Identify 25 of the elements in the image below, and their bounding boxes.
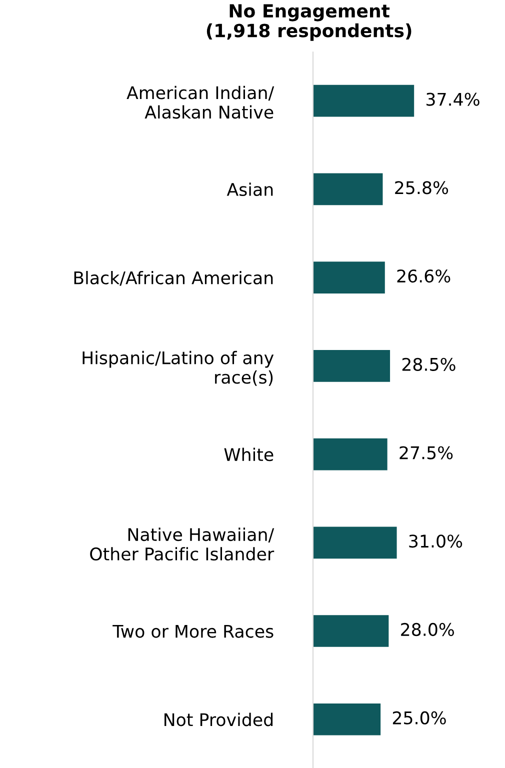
bar (313, 262, 385, 294)
y-tick-label: American Indian/ Alaskan Native (126, 86, 274, 119)
y-tick-label: Not Provided (164, 712, 273, 726)
bar (313, 173, 383, 206)
data-label: 28.0% (401, 622, 454, 636)
y-tick-label: Hispanic/Latino of any race(s) (82, 350, 274, 386)
bar (313, 526, 397, 559)
bar (313, 703, 381, 736)
data-label: 31.0% (409, 534, 462, 548)
data-label: 27.5% (400, 446, 453, 460)
data-label: 26.6% (397, 269, 450, 283)
data-label: 37.4% (426, 92, 480, 106)
bar (313, 615, 389, 647)
data-label: 25.0% (392, 711, 446, 724)
y-tick-label: Black/African American (74, 270, 273, 286)
chart-title: No Engagement (1,918 respondents) (206, 4, 412, 41)
data-label: 28.5% (402, 358, 456, 371)
bar (313, 84, 414, 117)
bar (313, 438, 388, 470)
y-tick-label: Native Hawaiian/ Other Pacific Islander (90, 528, 274, 561)
bar (313, 350, 390, 382)
y-tick-label: Asian (226, 182, 273, 196)
data-label: 25.8% (395, 181, 448, 194)
y-tick-label: White (224, 448, 274, 462)
y-tick-label: Two or More Races (112, 624, 274, 638)
